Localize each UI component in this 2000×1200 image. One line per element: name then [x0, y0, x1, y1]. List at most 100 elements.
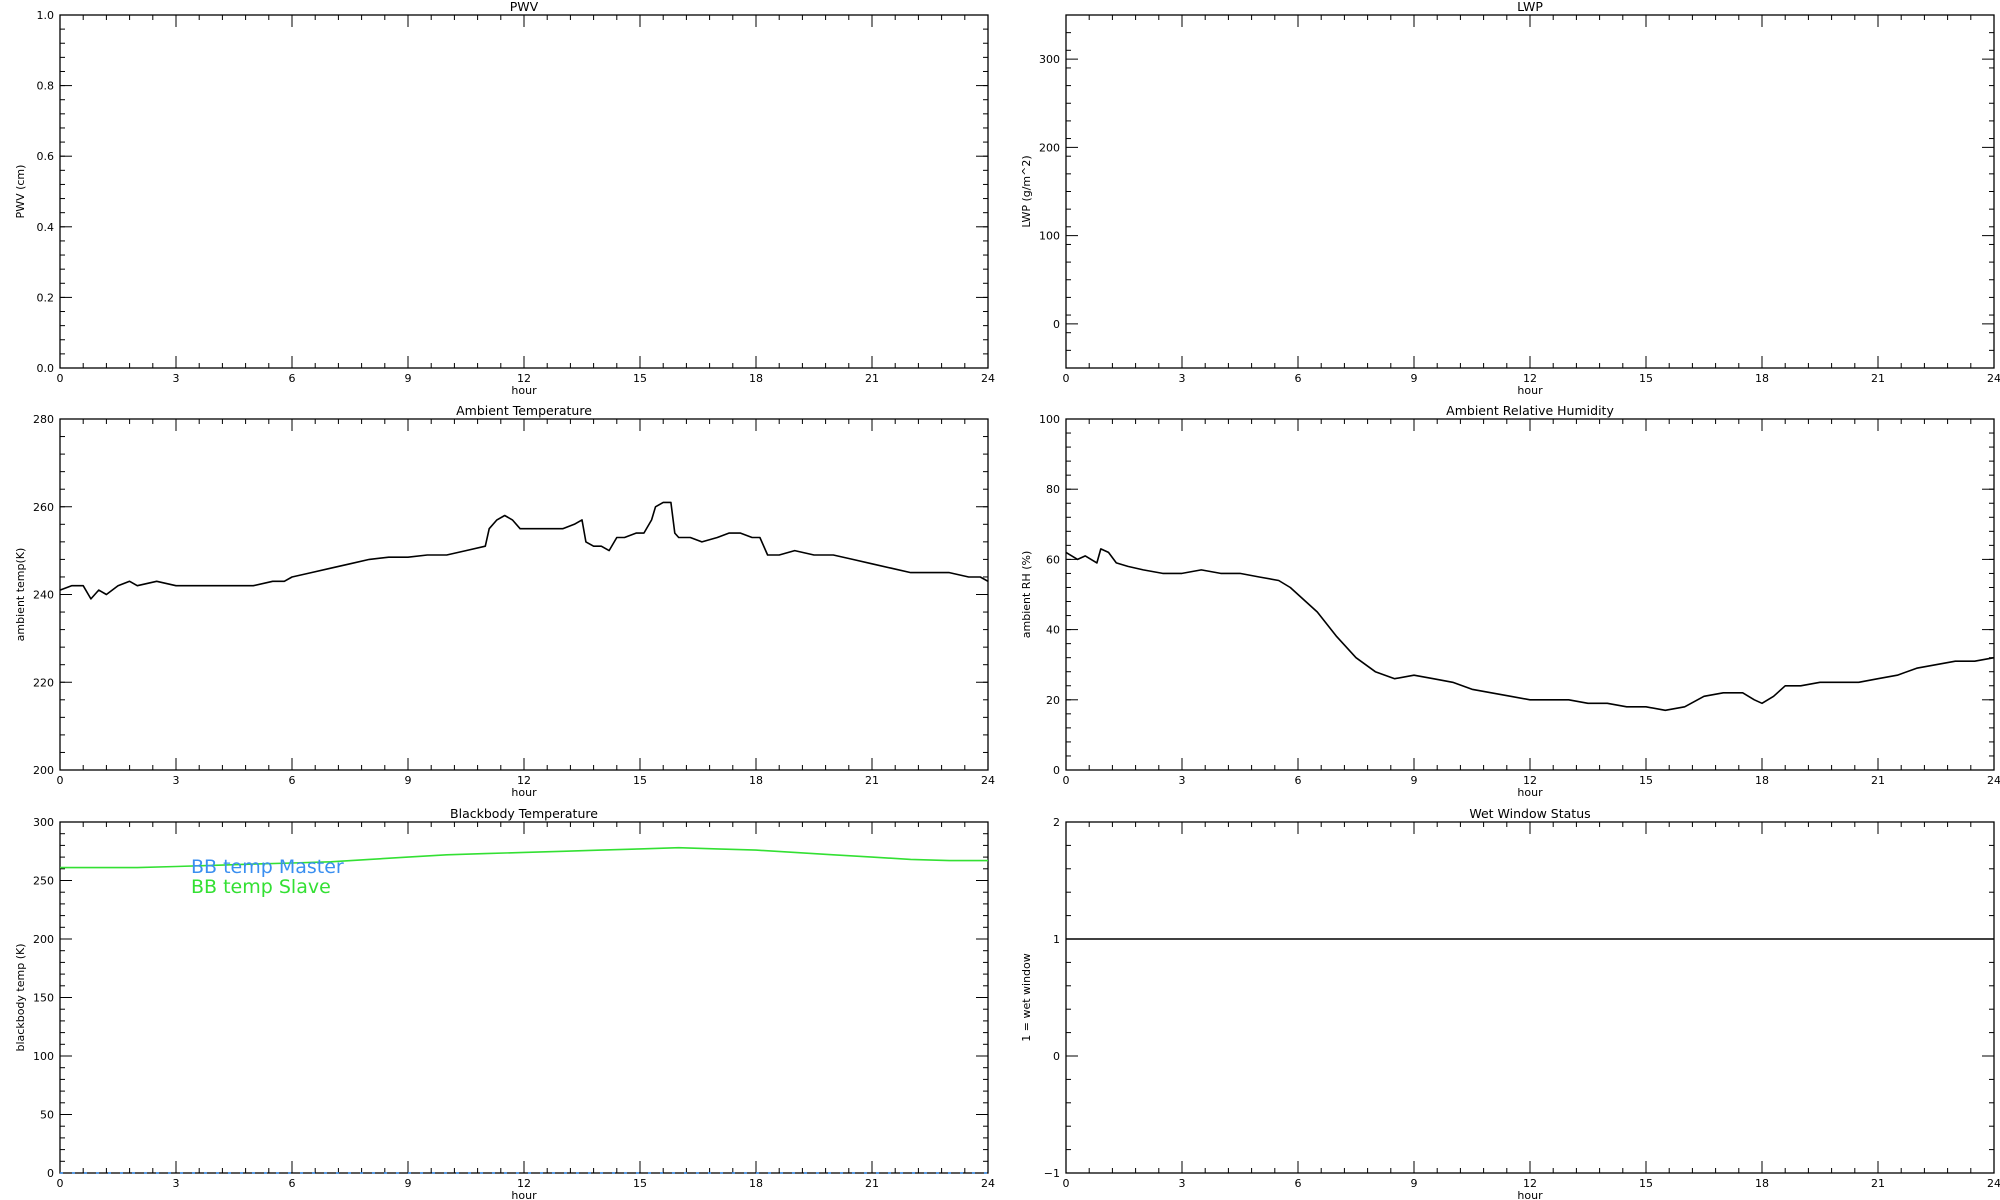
pwv-x-tick-label: 6 — [289, 372, 296, 385]
lwp-y-axis-title: LWP (g/m^2) — [1020, 155, 1033, 227]
panel-ambient-relative-humidity: Ambient Relative Humidity 0 3 6 9 12 15 18 21 24 h… — [1020, 403, 2000, 799]
blackbody-temperature-y-axis-title: blackbody temp (K) — [14, 944, 27, 1052]
ambient-temperature-x-tick-label: 12 — [517, 774, 531, 787]
panel-pwv: PWV 0 3 6 9 12 15 18 21 24 hour 0.0 0.2 0.4 0.6 0.8 1.0 P… — [14, 0, 995, 397]
wet-window-status-y-axis-title: 1 = wet window — [1020, 953, 1033, 1042]
blackbody-temperature-x-tick-label: 3 — [173, 1177, 180, 1190]
panel-ambient-temperature: Ambient Temperature 0 3 6 9 12 15 18 21 24 hour 200… — [14, 403, 995, 799]
ambient-relative-humidity-title: Ambient Relative Humidity — [1446, 403, 1614, 418]
pwv-plot-frame — [59, 14, 989, 369]
ambient-temperature-x-tick-label: 9 — [405, 774, 412, 787]
wet-window-status-title: Wet Window Status — [1469, 806, 1590, 821]
lwp-x-tick-label: 15 — [1639, 372, 1653, 385]
ambient-temperature-y-tick-label: 200 — [33, 764, 54, 777]
pwv-y-tick-label: 0.4 — [37, 221, 55, 234]
lwp-y-tick-label: 300 — [1039, 53, 1060, 66]
ambient-temperature-x-tick-label: 0 — [57, 774, 64, 787]
lwp-x-tick-label: 12 — [1523, 372, 1537, 385]
lwp-x-axis-title: hour — [1517, 384, 1543, 397]
blackbody-temperature-x-tick-label: 9 — [405, 1177, 412, 1190]
ambient-relative-humidity-x-tick-label: 12 — [1523, 774, 1537, 787]
blackbody-temperature-y-tick-label: 250 — [33, 875, 54, 888]
ambient-relative-humidity-x-tick-label: 3 — [1179, 774, 1186, 787]
wet-window-status-x-tick-label: 15 — [1639, 1177, 1653, 1190]
wet-window-status-x-tick-label: 3 — [1179, 1177, 1186, 1190]
ambient-relative-humidity-y-tick-label: 40 — [1046, 624, 1060, 637]
pwv-x-tick-label: 21 — [865, 372, 879, 385]
blackbody-temperature-legend-entry: BB temp Master — [191, 856, 344, 878]
ambient-relative-humidity-x-tick-label: 21 — [1871, 774, 1885, 787]
ambient-relative-humidity-y-tick-label: 20 — [1046, 694, 1060, 707]
lwp-y-tick-label: 200 — [1039, 141, 1060, 154]
ambient-temperature-x-tick-label: 3 — [173, 774, 180, 787]
blackbody-temperature-x-tick-label: 21 — [865, 1177, 879, 1190]
lwp-x-tick-label: 9 — [1411, 372, 1418, 385]
blackbody-temperature-y-tick-label: 50 — [40, 1109, 54, 1122]
wet-window-status-y-tick-label: 1 — [1053, 933, 1060, 946]
pwv-title: PWV — [510, 0, 539, 14]
ambient-temperature-title: Ambient Temperature — [456, 403, 592, 418]
ambient-relative-humidity-y-tick-label: 60 — [1046, 553, 1060, 566]
pwv-y-tick-label: 0.8 — [37, 80, 55, 93]
wet-window-status-x-tick-label: 12 — [1523, 1177, 1537, 1190]
wet-window-status-y-tick-label: 2 — [1053, 816, 1060, 829]
lwp-y-tick-label: 100 — [1039, 230, 1060, 243]
ambient-temperature-y-tick-label: 240 — [33, 589, 54, 602]
ambient-relative-humidity-x-tick-label: 6 — [1295, 774, 1302, 787]
wet-window-status-x-tick-label: 9 — [1411, 1177, 1418, 1190]
ambient-relative-humidity-y-tick-label: 80 — [1046, 483, 1060, 496]
blackbody-temperature-series-line-1 — [60, 846, 988, 869]
ambient-relative-humidity-x-tick-label: 0 — [1063, 774, 1070, 787]
lwp-x-tick-label: 3 — [1179, 372, 1186, 385]
ambient-relative-humidity-x-tick-label: 18 — [1755, 774, 1769, 787]
wet-window-status-plot-frame — [1065, 821, 1995, 1174]
pwv-y-tick-label: 0.6 — [37, 150, 55, 163]
panel-lwp: LWP 0 3 6 9 12 15 18 21 24 hour 0 100 200 300 LWP (g/m^… — [1020, 0, 2000, 397]
ambient-temperature-x-tick-label: 6 — [289, 774, 296, 787]
pwv-x-tick-label: 3 — [173, 372, 180, 385]
pwv-y-axis-title: PWV (cm) — [14, 165, 27, 219]
wet-window-status-x-tick-label: 21 — [1871, 1177, 1885, 1190]
ambient-temperature-y-axis-title: ambient temp(K) — [14, 548, 27, 642]
ambient-temperature-x-tick-label: 21 — [865, 774, 879, 787]
wet-window-status-x-tick-label: 24 — [1987, 1177, 2000, 1190]
blackbody-temperature-x-tick-label: 24 — [981, 1177, 995, 1190]
ambient-relative-humidity-x-tick-label: 9 — [1411, 774, 1418, 787]
ambient-relative-humidity-x-tick-label: 15 — [1639, 774, 1653, 787]
ambient-temperature-x-tick-label: 15 — [633, 774, 647, 787]
ambient-temperature-y-tick-label: 280 — [33, 413, 54, 426]
pwv-x-axis-title: hour — [511, 384, 537, 397]
blackbody-temperature-y-tick-label: 300 — [33, 816, 54, 829]
blackbody-temperature-x-tick-label: 0 — [57, 1177, 64, 1190]
ambient-temperature-x-axis-title: hour — [511, 786, 537, 799]
blackbody-temperature-y-tick-label: 150 — [33, 992, 54, 1005]
pwv-y-tick-label: 0.2 — [37, 291, 55, 304]
ambient-relative-humidity-series-line-0 — [1065, 548, 1995, 712]
lwp-x-tick-label: 0 — [1063, 372, 1070, 385]
wet-window-status-x-tick-label: 0 — [1063, 1177, 1070, 1190]
pwv-y-tick-label: 1.0 — [37, 9, 55, 22]
blackbody-temperature-x-tick-label: 12 — [517, 1177, 531, 1190]
pwv-x-tick-label: 9 — [405, 372, 412, 385]
lwp-x-tick-label: 6 — [1295, 372, 1302, 385]
blackbody-temperature-x-tick-label: 18 — [749, 1177, 763, 1190]
lwp-y-tick-label: 0 — [1053, 318, 1060, 331]
pwv-x-tick-label: 0 — [57, 372, 64, 385]
ambient-relative-humidity-x-axis-title: hour — [1517, 786, 1543, 799]
ambient-relative-humidity-y-tick-label: 100 — [1039, 413, 1060, 426]
pwv-y-tick-label: 0.0 — [37, 362, 55, 375]
ambient-relative-humidity-x-tick-label: 24 — [1987, 774, 2000, 787]
wet-window-status-x-tick-label: 6 — [1295, 1177, 1302, 1190]
blackbody-temperature-title: Blackbody Temperature — [450, 806, 598, 821]
ambient-temperature-y-tick-label: 260 — [33, 501, 54, 514]
ambient-temperature-plot-frame — [59, 418, 989, 771]
wet-window-status-y-tick-label: −1 — [1044, 1167, 1060, 1180]
ambient-temperature-y-tick-label: 220 — [33, 676, 54, 689]
blackbody-temperature-legend-entry: BB temp Slave — [191, 876, 331, 898]
blackbody-temperature-x-tick-label: 6 — [289, 1177, 296, 1190]
panel-blackbody-temperature: Blackbody Temperature 0 3 6 9 12 15 18 21 24 hour 0… — [14, 806, 995, 1200]
wet-window-status-x-tick-label: 18 — [1755, 1177, 1769, 1190]
ambient-temperature-series-line-0 — [59, 501, 989, 600]
